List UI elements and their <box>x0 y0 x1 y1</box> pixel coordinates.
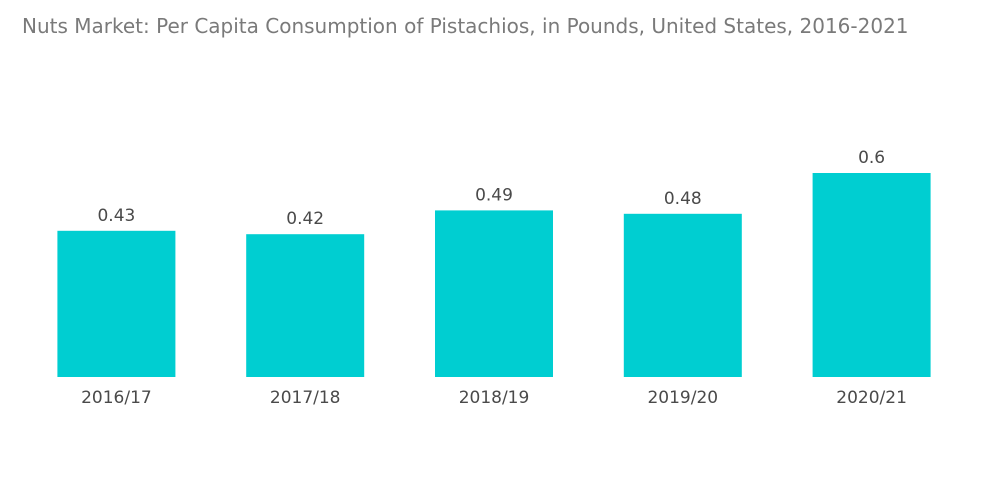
category-label-2020-21: 2020/21 <box>836 388 907 408</box>
value-label-2016-17: 0.43 <box>97 206 135 226</box>
value-label-2018-19: 0.49 <box>475 185 513 205</box>
category-labels-group: 2016/17 2017/18 2018/19 2019/20 2020/21 <box>81 388 907 408</box>
value-labels-group: 0.43 0.42 0.49 0.48 0.6 <box>97 148 885 229</box>
bar-2017-18 <box>246 234 365 377</box>
category-label-2018-19: 2018/19 <box>459 388 530 408</box>
value-label-2020-21: 0.6 <box>858 148 885 168</box>
bars-group <box>57 173 931 377</box>
bar-2016-17 <box>57 230 176 377</box>
value-label-2017-18: 0.42 <box>286 209 324 229</box>
value-label-2019-20: 0.48 <box>664 189 702 209</box>
bar-2020-21 <box>812 173 931 377</box>
bar-2019-20 <box>623 213 742 377</box>
category-label-2016-17: 2016/17 <box>81 388 152 408</box>
category-label-2017-18: 2017/18 <box>270 388 341 408</box>
chart-title: Nuts Market: Per Capita Consumption of P… <box>22 14 909 38</box>
category-label-2019-20: 2019/20 <box>647 388 718 408</box>
bar-2018-19 <box>435 210 553 377</box>
